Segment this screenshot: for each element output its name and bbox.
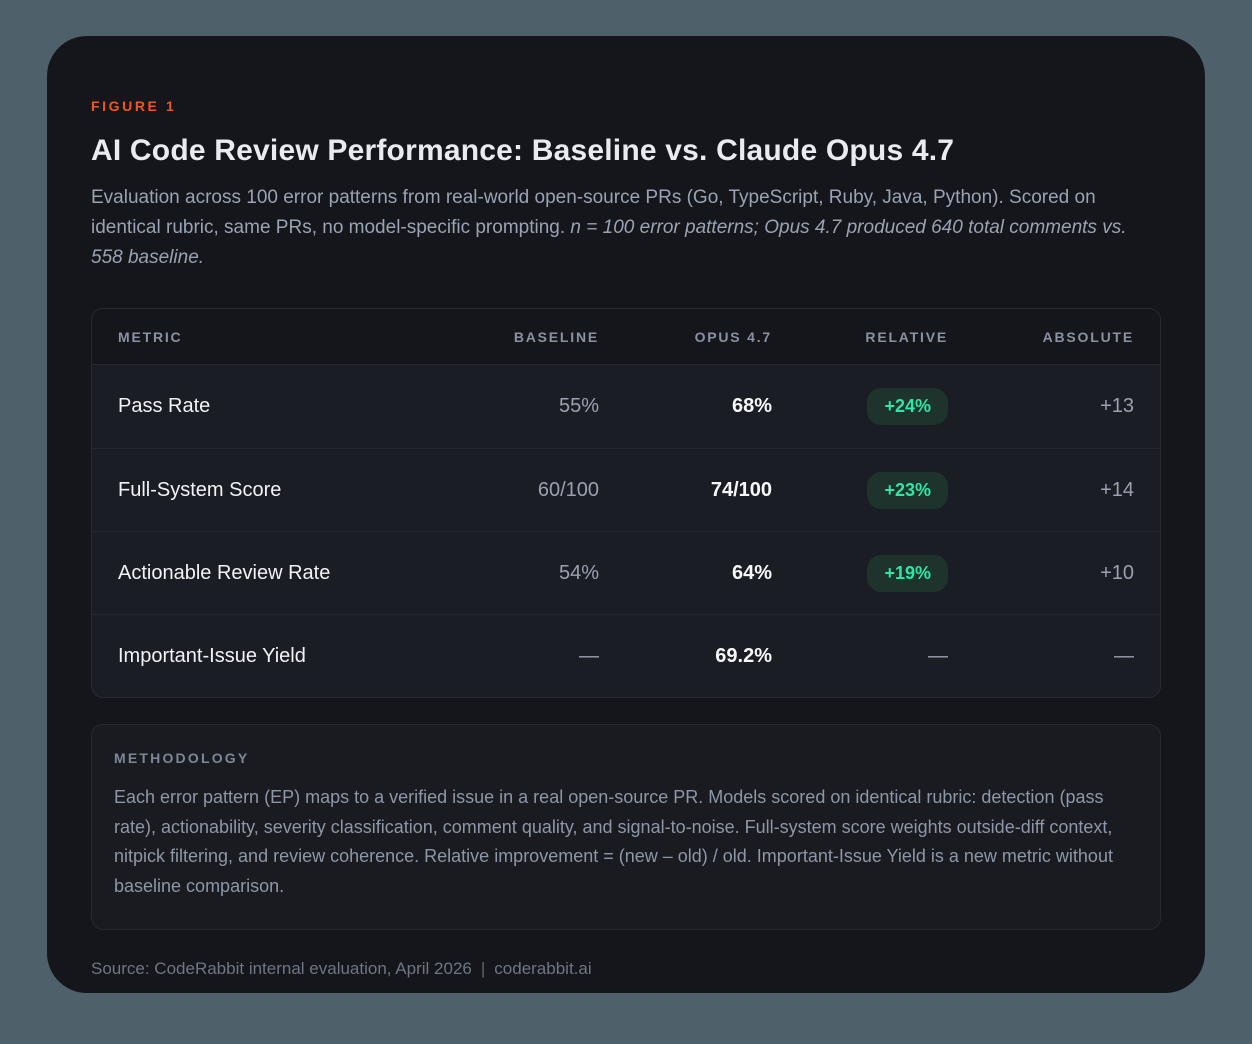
column-header-absolute: ABSOLUTE: [1042, 328, 1134, 345]
opus-value: 68%: [731, 395, 772, 417]
page-title: AI Code Review Performance: Baseline vs.…: [91, 134, 955, 167]
figure-card: FIGURE 1 AI Code Review Performance: Bas…: [47, 36, 1205, 993]
opus-value: 74/100: [710, 478, 772, 501]
metric-label: Full-System Score: [118, 478, 282, 501]
absolute-value: —: [1114, 644, 1134, 667]
methodology-heading: METHODOLOGY: [114, 750, 250, 766]
relative-cell: —: [928, 644, 948, 667]
metric-label: Important-Issue Yield: [118, 644, 306, 667]
source-text: Source: CodeRabbit internal evaluation, …: [91, 959, 472, 978]
absolute-value: +13: [1100, 395, 1134, 417]
methodology-text: Each error pattern (EP) maps to a verifi…: [114, 787, 1113, 896]
absolute-value: +14: [1100, 478, 1134, 501]
relative-change-badge: +23%: [867, 471, 948, 509]
baseline-value: 55%: [558, 395, 599, 417]
metric-label: Actionable Review Rate: [118, 561, 331, 584]
relative-cell: +24%: [772, 388, 948, 425]
opus-value: 64%: [731, 561, 772, 584]
baseline-value: —: [579, 644, 599, 667]
table-row: Actionable Review Rate 54% 64% +19% +10: [92, 531, 1160, 614]
baseline-value: 60/100: [537, 478, 599, 501]
source-line: Source: CodeRabbit internal evaluation, …: [91, 959, 1161, 979]
relative-cell: +19%: [772, 554, 948, 592]
table-row: Full-System Score 60/100 74/100 +23% +14: [92, 448, 1160, 531]
subtitle-italic: n = 100 error patterns; Opus 4.7 produce…: [91, 217, 1127, 268]
table-row: Important-Issue Yield — 69.2% — —: [92, 614, 1160, 697]
column-header-metric: METRIC: [118, 328, 183, 345]
baseline-value: 54%: [558, 561, 599, 584]
figure-subtitle: Evaluation across 100 error patterns fro…: [91, 183, 1161, 273]
opus-value: 69.2%: [715, 644, 772, 667]
figure-label: FIGURE 1: [91, 98, 177, 114]
metric-label: Pass Rate: [118, 395, 211, 417]
methodology-box: METHODOLOGY Each error pattern (EP) maps…: [91, 724, 1161, 930]
column-header-opus: OPUS 4.7: [694, 328, 772, 345]
subtitle-normal: Evaluation across 100 error patterns fro…: [91, 187, 1096, 238]
relative-cell: +23%: [772, 471, 948, 509]
table-header-row: METRIC BASELINE OPUS 4.7 RELATIVE ABSOLU…: [92, 309, 1160, 365]
relative-change-badge: +24%: [867, 388, 948, 425]
metrics-table: METRIC BASELINE OPUS 4.7 RELATIVE ABSOLU…: [91, 308, 1161, 698]
absolute-value: +10: [1100, 561, 1134, 584]
table-row: Pass Rate 55% 68% +24% +13: [92, 365, 1160, 448]
column-header-baseline: BASELINE: [513, 328, 599, 345]
source-site: coderabbit.ai: [494, 959, 592, 978]
source-separator: |: [480, 959, 486, 978]
column-header-relative: RELATIVE: [865, 328, 948, 345]
relative-change-badge: +19%: [867, 554, 948, 592]
